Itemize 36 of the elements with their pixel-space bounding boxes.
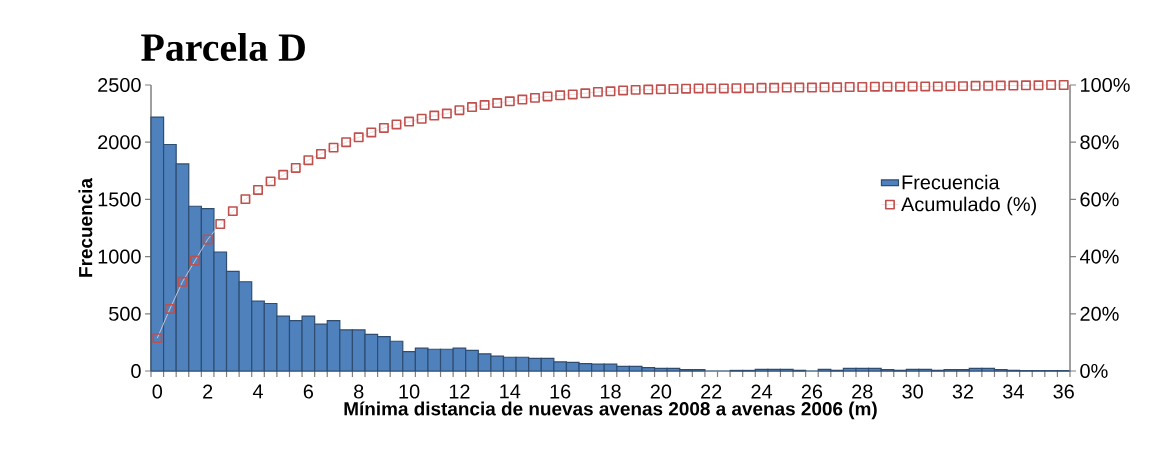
x-tick-label: 32 — [952, 384, 974, 399]
x-tick-label: 4 — [252, 384, 263, 399]
y2-tick-label: 100% — [1081, 77, 1130, 93]
legend-label: Frecuencia — [902, 174, 1000, 190]
x-tick-label: 30 — [902, 384, 923, 399]
x-tick-label: 8 — [354, 384, 364, 399]
y2-tick-label: 60% — [1080, 192, 1119, 207]
x-tick-label: 22 — [701, 384, 722, 399]
x-tick-label: 24 — [751, 384, 773, 399]
y-axis-title: Frecuencia — [78, 177, 93, 277]
legend-label: Acumulado (%) — [901, 196, 1036, 216]
x-tick-label: 26 — [801, 384, 823, 399]
y-tick-label: 0 — [131, 363, 141, 379]
y2-tick-label: 80% — [1080, 135, 1119, 150]
y2-tick-label: 0% — [1080, 363, 1108, 379]
x-tick-label: 18 — [600, 384, 621, 399]
x-tick-label: 16 — [550, 384, 571, 399]
y2-tick-label: 40% — [1079, 249, 1119, 264]
x-tick-label: 0 — [152, 384, 163, 399]
x-tick-label: 36 — [1053, 384, 1074, 399]
x-tick-label: 6 — [303, 384, 314, 399]
x-tick-label: 10 — [399, 384, 420, 399]
y-tick-label: 500 — [109, 306, 141, 321]
y-tick-label: 1000 — [98, 249, 141, 264]
x-tick-label: 28 — [852, 384, 873, 399]
x-tick-label: 34 — [1003, 384, 1024, 399]
y-tick-label: 1500 — [98, 192, 141, 207]
x-axis-title: Mínima distancia de nuevas avenas 2008 a avenas 2006 (m) — [344, 401, 877, 420]
y2-tick-label: 20% — [1080, 306, 1119, 321]
y-tick-label: 2500 — [98, 77, 141, 93]
x-tick-label: 2 — [203, 384, 213, 399]
y-tick-label: 2000 — [98, 135, 141, 150]
x-tick-label: 12 — [449, 384, 470, 399]
x-tick-label: 14 — [500, 384, 521, 399]
chart-title: Parcela D — [141, 32, 305, 62]
x-tick-label: 20 — [650, 384, 672, 399]
